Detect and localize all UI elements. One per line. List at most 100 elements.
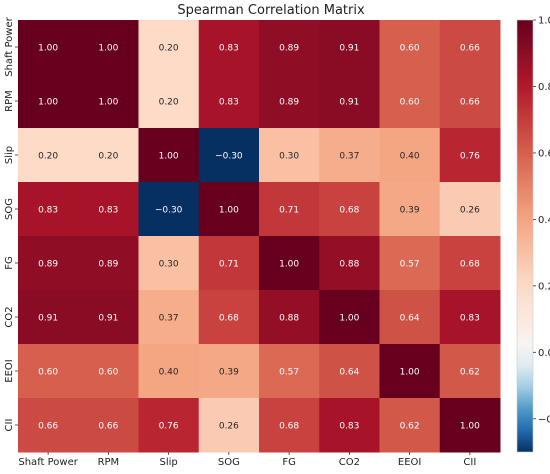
heatmap-cell-0-6 [379, 20, 441, 75]
heatmap-cell-2-3 [198, 128, 260, 183]
cell-value-label: 0.62 [400, 422, 420, 432]
cell-value-label: 0.40 [400, 152, 420, 162]
cell-value-label: 0.88 [339, 260, 359, 270]
heatmap-cell-3-5 [319, 182, 380, 237]
heatmap-cells: 1.00 1.00 0.20 0.83 0.89 0.91 0.60 0.66 1.00 1.00… [18, 20, 501, 453]
colorbar-frame [516, 19, 534, 453]
cell-value-label: 0.57 [279, 368, 299, 378]
y-tick-label: FG [4, 256, 15, 270]
heatmap-cell-7-6 [379, 398, 441, 453]
heatmap-cell-4-2 [138, 236, 200, 291]
cell-value-label: 0.20 [159, 44, 179, 54]
colorbar-tick-label: 0.2 [538, 281, 550, 292]
cell-value-label: 0.68 [460, 260, 480, 270]
heatmap-cell-0-0 [18, 20, 79, 75]
heatmap-cell-7-4 [259, 398, 320, 453]
y-axis-tick-labels: Shaft Power RPM Slip SOG FG CO2 EEOI CII [4, 16, 18, 431]
heatmap-cell-1-5 [319, 74, 380, 129]
cell-value-label: 0.40 [159, 368, 179, 378]
cell-value-label: 1.00 [98, 44, 118, 54]
heatmap-cell-7-2 [138, 398, 200, 453]
cell-value-label: 0.37 [339, 152, 359, 162]
heatmap-cell-4-7 [439, 236, 501, 291]
heatmap-cell-3-6 [379, 182, 441, 237]
x-tick-label: CII [463, 457, 476, 468]
heatmap-cell-2-5 [319, 128, 380, 183]
cell-value-label: 0.68 [339, 206, 359, 216]
colorbar-tick-label: 1.0 [538, 16, 550, 27]
cell-value-label: 0.83 [98, 206, 118, 216]
cell-value-label: 0.91 [339, 98, 359, 108]
y-tick-label: RPM [4, 90, 15, 112]
cell-value-label: 0.89 [98, 260, 118, 270]
heatmap-cell-3-2 [138, 182, 200, 237]
cell-value-label: 0.83 [339, 422, 359, 432]
cell-value-label: 1.00 [339, 314, 359, 324]
cell-value-label: 0.76 [460, 152, 480, 162]
x-tick-label: EEOI [398, 457, 421, 468]
heatmap-cell-3-0 [18, 182, 79, 237]
heatmap-cell-5-1 [78, 290, 139, 345]
cell-value-label: 1.00 [159, 152, 179, 162]
colorbar-tick-label: 0.0 [538, 348, 550, 359]
heatmap-cell-4-1 [78, 236, 139, 291]
heatmap-cell-1-0 [18, 74, 79, 129]
cell-value-label: 0.30 [279, 152, 299, 162]
cell-value-label: 0.39 [219, 368, 239, 378]
heatmap-cell-6-2 [138, 344, 200, 399]
cell-value-label: 1.00 [98, 98, 118, 108]
cell-value-label: 0.66 [460, 98, 480, 108]
cell-value-label: 0.66 [460, 44, 480, 54]
heatmap-cell-6-6 [379, 344, 441, 399]
chart-title: Spearman Correlation Matrix [177, 3, 365, 18]
heatmap-cell-1-7 [439, 74, 501, 129]
cell-value-label: 0.83 [460, 314, 480, 324]
cell-value-label: −0.30 [155, 206, 183, 216]
y-tick-label: Shaft Power [4, 16, 15, 76]
colorbar-tick-label: 0.4 [538, 215, 550, 226]
heatmap-cell-0-1 [78, 20, 139, 75]
cell-value-label: 0.64 [400, 314, 420, 324]
heatmap-cell-2-0 [18, 128, 79, 183]
y-tick-label: EEOI [4, 359, 15, 382]
cell-value-label: 0.20 [159, 98, 179, 108]
heatmap-cell-0-2 [138, 20, 200, 75]
cell-value-label: 0.68 [279, 422, 299, 432]
y-tick-label: Slip [4, 146, 15, 164]
cell-value-label: 0.66 [38, 422, 58, 432]
heatmap-cell-5-0 [18, 290, 79, 345]
cell-value-label: 0.39 [400, 206, 420, 216]
heatmap-cell-7-5 [319, 398, 380, 453]
heatmap-cell-3-4 [259, 182, 320, 237]
heatmap-cell-6-1 [78, 344, 139, 399]
cell-value-label: 0.83 [219, 44, 239, 54]
heatmap-cell-2-2 [138, 128, 200, 183]
heatmap-cell-5-2 [138, 290, 200, 345]
heatmap-cell-1-3 [198, 74, 260, 129]
cell-value-label: 0.88 [279, 314, 299, 324]
cell-value-label: 1.00 [38, 44, 58, 54]
heatmap-cell-4-6 [379, 236, 441, 291]
cell-value-label: 1.00 [279, 260, 299, 270]
cell-value-label: 0.64 [339, 368, 359, 378]
heatmap-cell-6-7 [439, 344, 501, 399]
cell-value-label: 0.91 [98, 314, 118, 324]
cell-value-label: 0.60 [38, 368, 58, 378]
heatmap-cell-2-7 [439, 128, 501, 183]
cell-value-label: 0.71 [279, 206, 299, 216]
heatmap-cell-1-2 [138, 74, 200, 129]
x-tick-label: Slip [159, 457, 177, 468]
cell-value-label: 0.20 [98, 152, 118, 162]
heatmap-cell-5-4 [259, 290, 320, 345]
x-tick-label: Shaft Power [18, 457, 78, 468]
cell-value-label: 0.89 [279, 98, 299, 108]
cell-value-label: 0.60 [400, 44, 420, 54]
heatmap-cell-5-7 [439, 290, 501, 345]
cell-value-label: 0.83 [38, 206, 58, 216]
heatmap-cell-1-6 [379, 74, 441, 129]
cell-value-label: 1.00 [460, 422, 480, 432]
x-tick-label: SOG [218, 457, 240, 468]
heatmap-cell-5-5 [319, 290, 380, 345]
